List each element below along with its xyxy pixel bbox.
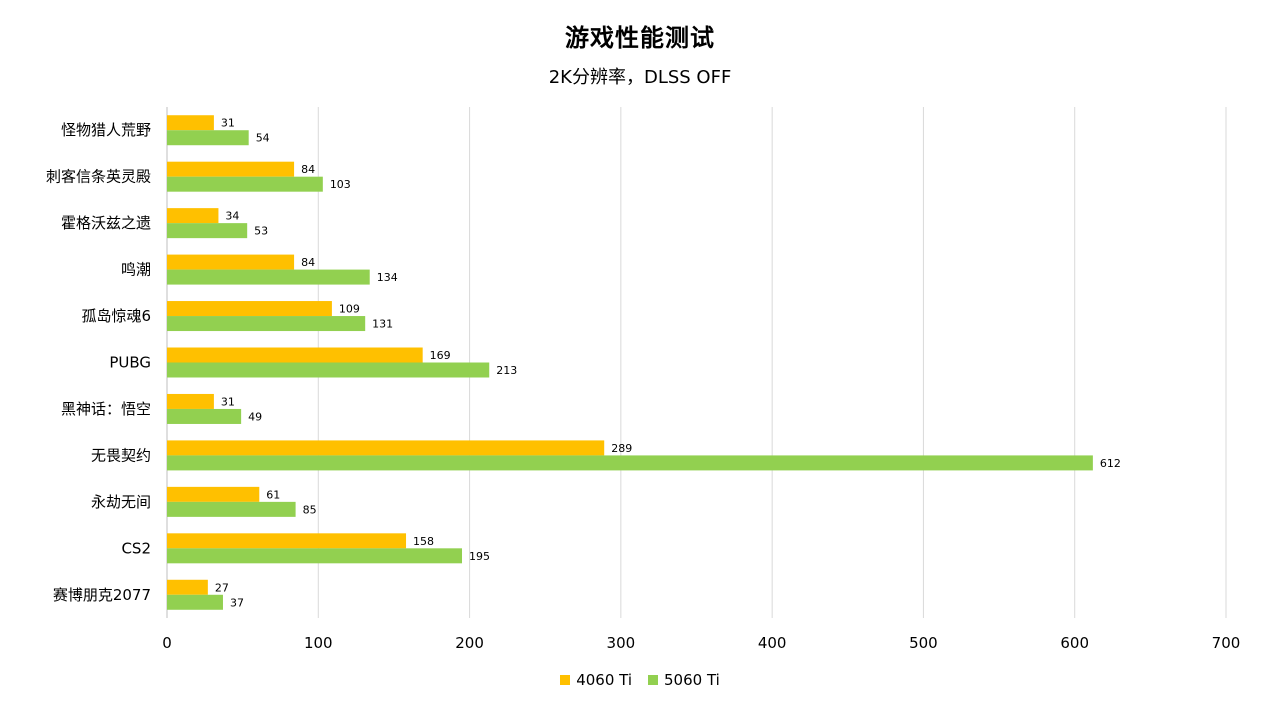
legend: 4060 Ti 5060 Ti: [0, 671, 1280, 689]
category-label: 霍格沃兹之遗: [61, 214, 151, 232]
data-label-4060ti: 158: [413, 535, 434, 548]
x-tick-label: 0: [162, 634, 172, 652]
x-tick-label: 700: [1212, 634, 1241, 652]
bar-5060ti: [167, 408, 242, 424]
data-label-5060ti: 53: [254, 225, 268, 238]
bar-5060ti: [167, 362, 490, 378]
x-tick-label: 600: [1060, 634, 1089, 652]
x-tick-label: 300: [607, 634, 636, 652]
data-label-5060ti: 49: [248, 410, 262, 423]
data-label-5060ti: 131: [372, 318, 393, 331]
category-label: 鸣潮: [121, 261, 151, 279]
bar-4060ti: [167, 301, 332, 317]
category-label: 刺客信条英灵殿: [46, 168, 151, 186]
bar-5060ti: [167, 130, 249, 146]
category-label: PUBG: [109, 354, 151, 372]
data-label-5060ti: 54: [256, 132, 270, 145]
bar-4060ti: [167, 161, 295, 177]
data-label-4060ti: 169: [430, 349, 451, 362]
category-label: 黑神话：悟空: [61, 400, 151, 418]
data-label-4060ti: 84: [301, 256, 315, 269]
bar-5060ti: [167, 316, 366, 332]
data-label-5060ti: 195: [469, 550, 490, 563]
data-label-4060ti: 61: [266, 488, 280, 501]
bar-4060ti: [167, 115, 214, 131]
data-label-4060ti: 27: [215, 581, 229, 594]
category-label: 孤岛惊魂6: [81, 307, 151, 325]
x-tick-label: 100: [304, 634, 333, 652]
bar-5060ti: [167, 269, 370, 285]
chart-title: 游戏性能测试: [565, 24, 715, 52]
legend-label-4060ti: 4060 Ti: [576, 671, 632, 689]
x-tick-label: 500: [909, 634, 938, 652]
data-label-5060ti: 213: [496, 364, 517, 377]
legend-item-5060ti: 5060 Ti: [648, 671, 720, 689]
category-label: CS2: [121, 539, 151, 557]
category-label: 怪物猎人荒野: [61, 121, 151, 139]
bar-4060ti: [167, 347, 423, 363]
bar-4060ti: [167, 208, 219, 224]
data-label-4060ti: 109: [339, 303, 360, 316]
data-label-4060ti: 31: [221, 395, 235, 408]
x-tick-label: 200: [455, 634, 484, 652]
data-label-5060ti: 85: [303, 503, 317, 516]
category-label: 永劫无间: [91, 493, 151, 511]
data-label-5060ti: 103: [330, 178, 351, 191]
labels: 0 100 200 300 400 500 600 700 怪物猎人荒野 31 54 刺客信条英灵殿 8…: [46, 117, 1240, 652]
bar-5060ti: [167, 176, 323, 192]
data-label-5060ti: 612: [1100, 457, 1121, 470]
bar-5060ti: [167, 455, 1093, 471]
legend-item-4060ti: 4060 Ti: [560, 671, 632, 689]
bar-4060ti: [167, 254, 295, 270]
bar-5060ti: [167, 223, 248, 239]
category-label: 赛博朋克2077: [53, 586, 151, 604]
data-label-5060ti: 37: [230, 596, 244, 609]
chart-subtitle: 2K分辨率，DLSS OFF: [548, 67, 732, 88]
data-label-4060ti: 31: [221, 117, 235, 130]
bar-5060ti: [167, 594, 223, 610]
bar-4060ti: [167, 440, 605, 456]
bar-4060ti: [167, 486, 260, 502]
category-label: 无畏契约: [91, 446, 151, 464]
bar-5060ti: [167, 548, 463, 564]
x-tick-label: 400: [758, 634, 787, 652]
data-label-4060ti: 34: [225, 210, 239, 223]
data-label-5060ti: 134: [377, 271, 398, 284]
bars: [167, 115, 1093, 610]
bar-4060ti: [167, 579, 208, 595]
legend-label-5060ti: 5060 Ti: [664, 671, 720, 689]
bar-4060ti: [167, 393, 214, 409]
legend-swatch-4060ti: [560, 675, 571, 685]
legend-swatch-5060ti: [648, 675, 658, 685]
data-label-4060ti: 289: [611, 442, 632, 455]
bar-5060ti: [167, 501, 296, 517]
bar-4060ti: [167, 533, 407, 549]
data-label-4060ti: 84: [301, 163, 315, 176]
